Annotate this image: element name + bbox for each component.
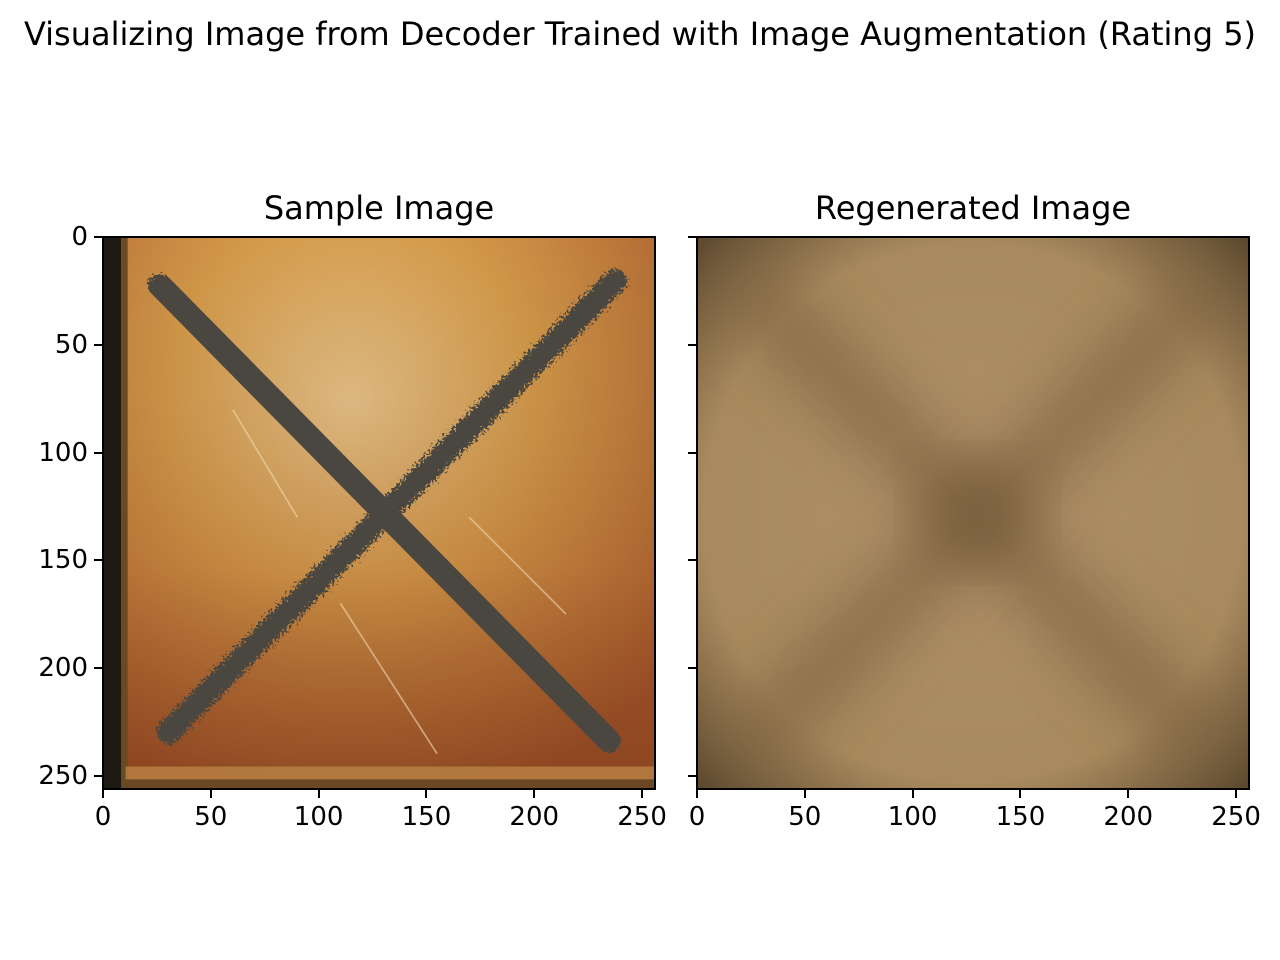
x-tick-label: 200 <box>509 802 560 832</box>
y-tick-label: 250 <box>38 761 88 792</box>
x-tick-mark <box>1019 790 1022 798</box>
x-tick-mark <box>1127 790 1130 798</box>
y-tick-mark <box>94 236 102 238</box>
y-tick-label: 150 <box>38 545 88 576</box>
x-tick-mark <box>209 790 212 798</box>
y-tick-mark <box>688 559 696 562</box>
regenerated-image-axes <box>696 236 1250 790</box>
y-tick-mark <box>94 667 102 670</box>
x-tick-label: 0 <box>688 802 706 832</box>
y-tick-mark <box>688 343 696 346</box>
y-tick-label: 50 <box>54 329 88 360</box>
x-tick-mark <box>803 790 806 798</box>
x-tick-label: 50 <box>194 802 228 832</box>
x-mark-stroke <box>156 269 628 744</box>
x-tick-mark <box>102 790 104 798</box>
sample-image-axes <box>102 236 656 790</box>
y-tick-label: 0 <box>71 222 88 252</box>
x-tick-label: 250 <box>1211 802 1261 832</box>
y-tick-mark <box>94 451 102 454</box>
y-tick-mark <box>94 343 102 346</box>
x-tick-mark <box>911 790 914 798</box>
x-tick-label: 50 <box>788 802 822 832</box>
regenerated-panel-title: Regenerated Image <box>814 189 1132 227</box>
x-tick-mark <box>1235 790 1238 798</box>
y-tick-mark <box>688 236 696 238</box>
y-tick-mark <box>94 559 102 562</box>
y-tick-mark <box>688 451 696 454</box>
x-tick-label: 0 <box>94 802 112 832</box>
x-tick-mark <box>533 790 536 798</box>
y-tick-mark <box>94 775 102 778</box>
x-tick-label: 150 <box>401 802 452 832</box>
x-tick-mark <box>425 790 428 798</box>
x-tick-label: 100 <box>293 802 344 832</box>
y-tick-label: 200 <box>38 653 88 684</box>
regenerated-image <box>698 238 1248 788</box>
x-tick-label: 250 <box>617 802 667 832</box>
x-tick-label: 100 <box>887 802 938 832</box>
x-tick-label: 150 <box>995 802 1046 832</box>
sample-panel-title: Sample Image <box>263 189 495 227</box>
x-tick-mark <box>696 790 698 798</box>
x-tick-mark <box>641 790 644 798</box>
y-tick-mark <box>688 775 696 778</box>
y-tick-mark <box>688 667 696 670</box>
x-tick-label: 200 <box>1103 802 1154 832</box>
sample-image <box>104 238 654 788</box>
suptitle: Visualizing Image from Decoder Trained w… <box>23 15 1257 53</box>
y-tick-label: 100 <box>38 437 88 468</box>
x-tick-mark <box>317 790 320 798</box>
plate-edge <box>104 238 122 788</box>
